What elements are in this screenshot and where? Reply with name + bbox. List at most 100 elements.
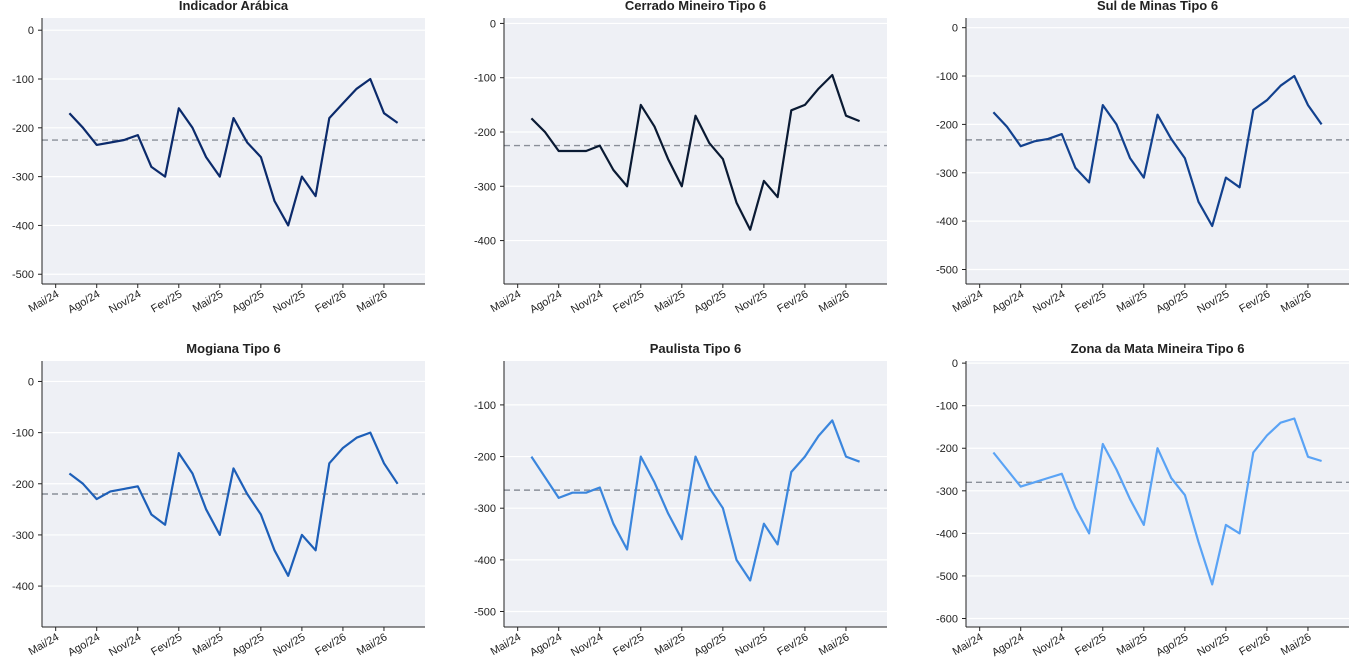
y-tick-label: -400 (474, 555, 496, 567)
x-tick-label: Fev/25 (1073, 288, 1108, 315)
x-tick-label: Mai/26 (355, 631, 390, 658)
plot-background (966, 361, 1349, 627)
x-tick-label: Mai/25 (653, 631, 688, 658)
y-tick-label: -500 (936, 264, 958, 276)
y-tick-label: 0 (952, 358, 958, 370)
y-tick-label: -200 (474, 452, 496, 464)
x-tick-label: Fev/26 (1237, 288, 1272, 315)
y-tick-label: -200 (12, 479, 34, 491)
chart-title: Paulista Tipo 6 (650, 341, 742, 356)
x-tick-label: Mai/24 (489, 288, 524, 315)
x-tick-label: Nov/25 (733, 288, 769, 316)
x-tick-label: Fev/25 (611, 288, 646, 315)
x-tick-label: Mai/26 (817, 288, 852, 315)
x-tick-label: Fev/25 (149, 631, 184, 658)
x-tick-label: Fev/25 (1073, 631, 1108, 658)
y-tick-label: -300 (474, 181, 496, 193)
x-tick-label: Ago/24 (528, 288, 564, 316)
x-tick-label: Mai/25 (653, 288, 688, 315)
x-tick-label: Fev/25 (149, 288, 184, 315)
x-tick-label: Ago/24 (990, 288, 1026, 316)
x-tick-label: Mai/25 (191, 288, 226, 315)
y-tick-label: -100 (474, 400, 496, 412)
x-tick-label: Mai/25 (1115, 631, 1150, 658)
x-tick-label: Fev/26 (1237, 631, 1272, 658)
y-tick-label: -100 (12, 428, 34, 440)
x-tick-label: Ago/24 (528, 631, 564, 659)
x-tick-label: Fev/26 (775, 288, 810, 315)
x-tick-label: Nov/25 (733, 631, 769, 659)
y-tick-label: -400 (474, 236, 496, 248)
x-tick-label: Ago/24 (990, 631, 1026, 659)
plot-background (504, 361, 887, 627)
x-tick-label: Fev/26 (313, 288, 348, 315)
chart-title: Indicador Arábica (179, 0, 289, 13)
x-tick-label: Mai/25 (191, 631, 226, 658)
y-tick-label: -300 (474, 503, 496, 515)
y-tick-label: -200 (12, 123, 34, 135)
y-tick-label: -300 (12, 530, 34, 542)
x-tick-label: Nov/25 (271, 288, 307, 316)
y-tick-label: -400 (12, 581, 34, 593)
y-tick-label: -500 (474, 607, 496, 619)
x-tick-label: Ago/24 (66, 631, 102, 659)
y-tick-label: -400 (12, 220, 34, 232)
y-tick-label: -300 (936, 168, 958, 180)
x-tick-label: Ago/25 (1154, 288, 1190, 316)
chart-title: Zona da Mata Mineira Tipo 6 (1071, 341, 1245, 356)
x-tick-label: Fev/25 (611, 631, 646, 658)
x-tick-label: Mai/25 (1115, 288, 1150, 315)
x-tick-label: Ago/25 (692, 288, 728, 316)
chart-title: Sul de Minas Tipo 6 (1097, 0, 1218, 13)
y-tick-label: -200 (474, 127, 496, 139)
x-tick-label: Ago/25 (230, 631, 266, 659)
x-tick-label: Nov/24 (107, 631, 143, 659)
y-tick-label: -100 (936, 401, 958, 413)
x-tick-label: Nov/24 (107, 288, 143, 316)
x-tick-label: Mai/26 (1279, 631, 1314, 658)
y-tick-label: -200 (936, 443, 958, 455)
x-tick-label: Fev/26 (313, 631, 348, 658)
chart-title: Cerrado Mineiro Tipo 6 (625, 0, 766, 13)
x-tick-label: Mai/26 (355, 288, 390, 315)
series-line (68, 431, 399, 577)
x-tick-label: Nov/25 (1195, 631, 1231, 659)
y-tick-label: -100 (12, 74, 34, 86)
x-tick-label: Mai/24 (951, 288, 986, 315)
x-tick-label: Mai/24 (489, 631, 524, 658)
x-tick-label: Mai/24 (951, 631, 986, 658)
series-line (68, 77, 399, 227)
x-tick-label: Ago/25 (230, 288, 266, 316)
x-tick-label: Ago/25 (692, 631, 728, 659)
y-tick-label: -300 (936, 486, 958, 498)
y-tick-label: -400 (936, 216, 958, 228)
chart-title: Mogiana Tipo 6 (186, 341, 280, 356)
plot-background (42, 18, 425, 284)
x-tick-label: Nov/24 (1031, 631, 1067, 659)
x-tick-label: Mai/26 (817, 631, 852, 658)
y-tick-label: -400 (936, 528, 958, 540)
series-line (992, 74, 1323, 228)
x-tick-label: Nov/24 (569, 288, 605, 316)
x-tick-label: Nov/25 (1195, 288, 1231, 316)
y-tick-label: 0 (490, 18, 496, 30)
x-tick-label: Mai/24 (27, 631, 62, 658)
x-tick-label: Nov/25 (271, 631, 307, 659)
y-tick-label: -500 (936, 571, 958, 583)
y-tick-label: 0 (952, 23, 958, 35)
y-tick-label: -100 (474, 73, 496, 85)
y-tick-label: 0 (28, 25, 34, 37)
x-tick-label: Ago/25 (1154, 631, 1190, 659)
y-tick-label: -200 (936, 119, 958, 131)
y-tick-label: 0 (28, 376, 34, 388)
series-line (992, 417, 1322, 586)
series-line (530, 419, 860, 582)
series-line (530, 73, 861, 231)
